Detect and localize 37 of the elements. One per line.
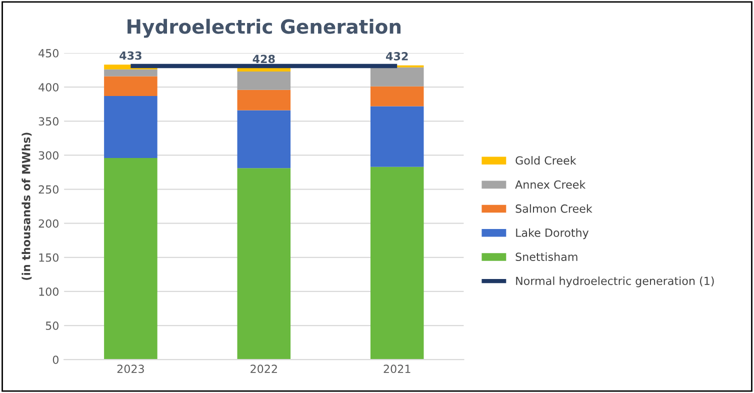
- x-tick-label: 2021: [384, 364, 410, 374]
- bar: [370, 86, 424, 106]
- bar: [237, 68, 291, 72]
- total-label: 432: [386, 52, 408, 60]
- total-label: 433: [120, 51, 142, 60]
- y-tick-label: 300: [38, 151, 58, 160]
- bar: [237, 110, 291, 168]
- y-tick-label: 450: [38, 49, 58, 58]
- bar: [237, 71, 291, 90]
- legend-label: Snettisham: [516, 252, 578, 262]
- legend-label: Normal hydroelectric generation (1): [516, 276, 714, 288]
- y-tick-label: 0: [52, 356, 58, 364]
- y-tick-label: 200: [38, 219, 58, 228]
- legend-label: Gold Creek: [516, 156, 576, 165]
- bar: [104, 96, 158, 158]
- y-tick-label: 250: [38, 185, 58, 194]
- legend-label: Annex Creek: [515, 180, 586, 189]
- x-tick-label: 2022: [250, 364, 277, 374]
- bar: [370, 67, 424, 86]
- bar: [104, 76, 158, 96]
- total-label: 428: [252, 54, 275, 64]
- y-tick-label: 400: [38, 83, 58, 92]
- bar: [370, 166, 424, 360]
- y-tick-label: 50: [46, 322, 58, 330]
- chart-title: Hydroelectric Generation: [128, 18, 401, 38]
- x-tick-label: 2023: [117, 364, 144, 374]
- bar: [104, 158, 158, 360]
- legend-label: Salmon Creek: [516, 204, 592, 213]
- legend-label: Lake Dorothy: [516, 228, 589, 240]
- bar: [370, 106, 424, 167]
- y-axis-title: (in thousands of MWhs): [22, 132, 32, 280]
- bar: [237, 168, 291, 360]
- bar: [104, 69, 158, 76]
- y-tick-label: 350: [38, 117, 58, 126]
- bar: [237, 90, 291, 110]
- y-tick-label: 150: [39, 253, 58, 262]
- y-tick-label: 100: [39, 287, 58, 296]
